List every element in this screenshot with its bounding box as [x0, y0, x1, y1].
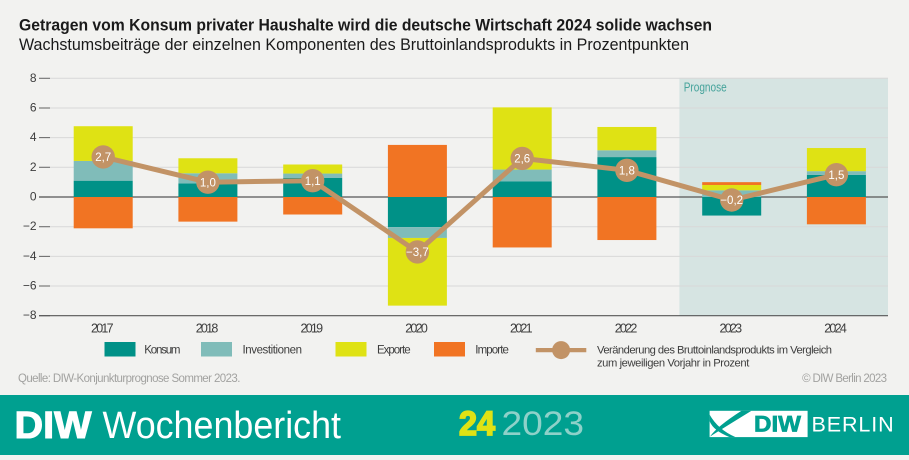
svg-text:2022: 2022	[615, 321, 638, 335]
svg-text:1,8: 1,8	[619, 165, 635, 177]
svg-text:2,7: 2,7	[95, 152, 111, 164]
svg-text:Investitionen: Investitionen	[243, 344, 303, 356]
svg-text:Getragen vom Konsum privater H: Getragen vom Konsum privater Haushalte w…	[19, 16, 712, 35]
svg-text:−0,2: −0,2	[720, 195, 743, 207]
svg-text:2017: 2017	[91, 321, 114, 335]
svg-text:2019: 2019	[301, 321, 324, 335]
svg-text:Konsum: Konsum	[144, 344, 180, 356]
svg-text:© DIW Berlin 2023: © DIW Berlin 2023	[802, 373, 887, 385]
svg-text:8: 8	[30, 71, 37, 85]
svg-text:6: 6	[30, 101, 37, 115]
svg-text:Prognose: Prognose	[684, 79, 727, 94]
svg-text:zum jeweiligen Vorjahr in Proz: zum jeweiligen Vorjahr in Prozent	[597, 357, 750, 369]
svg-text:4: 4	[30, 130, 37, 144]
svg-text:BERLIN: BERLIN	[812, 413, 895, 437]
svg-text:2,6: 2,6	[514, 154, 530, 166]
svg-text:−2: −2	[23, 219, 37, 233]
svg-text:DIW: DIW	[15, 405, 92, 447]
svg-text:Veränderung des Bruttoinlandsp: Veränderung des Bruttoinlandsprodukts im…	[597, 345, 832, 357]
svg-text:Importe: Importe	[475, 344, 509, 356]
svg-text:2024: 2024	[824, 321, 847, 335]
svg-text:−3,7: −3,7	[406, 247, 429, 259]
svg-text:Wachstumsbeiträge der einzelne: Wachstumsbeiträge der einzelnen Komponen…	[19, 35, 689, 54]
svg-text:−6: −6	[23, 279, 37, 293]
svg-text:24: 24	[459, 405, 495, 443]
svg-text:2021: 2021	[510, 321, 533, 335]
svg-text:1,0: 1,0	[200, 177, 216, 189]
svg-text:2018: 2018	[196, 321, 219, 335]
svg-text:2023: 2023	[502, 405, 585, 443]
svg-text:0: 0	[30, 190, 37, 204]
svg-text:2023: 2023	[720, 321, 743, 335]
svg-text:−8: −8	[23, 308, 37, 322]
svg-text:−4: −4	[23, 249, 37, 263]
svg-text:Quelle: DIW-Konjunkturprognose: Quelle: DIW-Konjunkturprognose Sommer 20…	[18, 373, 240, 385]
svg-text:2020: 2020	[405, 321, 428, 335]
svg-text:Exporte: Exporte	[377, 344, 411, 356]
svg-text:1,5: 1,5	[828, 170, 844, 182]
svg-text:Wochenbericht: Wochenbericht	[103, 405, 342, 447]
svg-text:1,1: 1,1	[305, 176, 321, 188]
svg-text:2: 2	[30, 160, 37, 174]
svg-text:DIW: DIW	[754, 412, 801, 437]
